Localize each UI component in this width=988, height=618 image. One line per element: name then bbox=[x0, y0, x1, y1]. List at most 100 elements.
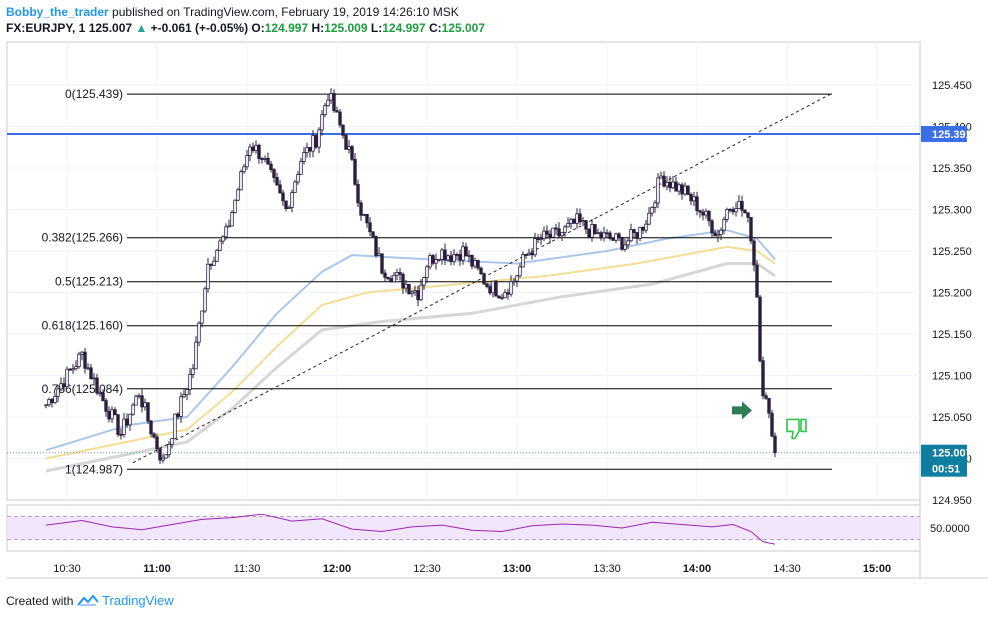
candle bbox=[452, 254, 456, 263]
tradingview-logo-icon bbox=[76, 594, 99, 606]
moving-average-3 bbox=[45, 262, 776, 473]
candle bbox=[290, 192, 294, 208]
candle bbox=[356, 183, 360, 204]
candle bbox=[575, 213, 579, 224]
candle bbox=[608, 232, 612, 239]
rsi-line bbox=[45, 513, 776, 545]
candle bbox=[323, 105, 327, 116]
rsi-tick-label: 50.0000 bbox=[930, 523, 970, 535]
candle bbox=[455, 254, 459, 256]
candle bbox=[257, 144, 261, 159]
candle bbox=[524, 254, 528, 257]
author-link[interactable]: Bobby_the_trader bbox=[6, 5, 109, 19]
candle bbox=[620, 236, 624, 250]
candle bbox=[242, 166, 246, 173]
candle bbox=[350, 146, 354, 160]
candle bbox=[104, 400, 108, 412]
candle bbox=[134, 395, 138, 406]
candle bbox=[404, 283, 408, 289]
candle bbox=[677, 184, 681, 192]
candle bbox=[479, 267, 483, 274]
arrow-right-icon bbox=[732, 401, 752, 420]
candle bbox=[125, 418, 129, 426]
candle bbox=[287, 207, 291, 209]
time-axis-label: 11:30 bbox=[234, 563, 261, 575]
candle bbox=[353, 158, 357, 185]
candle bbox=[191, 368, 195, 375]
candle bbox=[737, 200, 741, 209]
candle bbox=[335, 110, 339, 113]
ohlc-close-label: C: bbox=[428, 21, 442, 35]
ohlc-high-label: H: bbox=[311, 21, 325, 35]
candle bbox=[443, 249, 447, 261]
change-up-icon: ▲ bbox=[135, 21, 148, 35]
candle bbox=[764, 395, 768, 399]
candle bbox=[563, 226, 567, 233]
chart-header-publish: Bobby_the_trader published on TradingVie… bbox=[6, 5, 459, 19]
candle bbox=[212, 260, 216, 266]
candle bbox=[767, 397, 771, 414]
candle bbox=[50, 398, 54, 404]
fib-level-label: 0.618(125.160) bbox=[42, 319, 123, 333]
time-axis-label: 14:30 bbox=[773, 563, 801, 575]
candle bbox=[161, 457, 165, 461]
candle bbox=[401, 273, 405, 289]
candle bbox=[110, 409, 114, 420]
price-axis-label: 125.050 bbox=[932, 412, 972, 424]
candle bbox=[254, 144, 258, 151]
candle bbox=[374, 236, 378, 256]
candle bbox=[53, 395, 57, 404]
time-axis-label: 13:30 bbox=[593, 563, 621, 575]
candle bbox=[722, 219, 726, 231]
candle bbox=[395, 272, 399, 276]
candle bbox=[149, 420, 153, 435]
price-axis-label: 124.950 bbox=[932, 495, 972, 507]
candle bbox=[542, 230, 546, 239]
candle bbox=[368, 222, 372, 233]
candle bbox=[155, 436, 159, 450]
candle bbox=[116, 414, 120, 435]
tradingview-brand[interactable]: TradingView bbox=[102, 593, 174, 608]
candle bbox=[584, 220, 588, 230]
candle bbox=[680, 184, 684, 195]
fib-level-label: 0.5(125.213) bbox=[55, 275, 123, 289]
candle bbox=[407, 283, 411, 295]
candle bbox=[143, 402, 147, 408]
candle bbox=[557, 228, 561, 237]
candle bbox=[743, 209, 747, 214]
candle bbox=[215, 249, 219, 262]
candle bbox=[638, 226, 642, 239]
candle bbox=[692, 196, 696, 202]
candle bbox=[422, 277, 426, 286]
candle bbox=[464, 246, 468, 257]
candle bbox=[413, 290, 417, 293]
candle bbox=[740, 200, 744, 211]
candle bbox=[530, 252, 534, 256]
candle bbox=[602, 232, 606, 239]
countdown-label: 00:51 bbox=[932, 464, 960, 476]
created-with-label: Created with bbox=[6, 594, 74, 608]
candle bbox=[644, 223, 648, 231]
candle bbox=[629, 229, 633, 242]
candle bbox=[698, 210, 702, 213]
candle bbox=[467, 254, 471, 257]
candle bbox=[239, 171, 243, 191]
fib-level-label: 0.786(125.084) bbox=[42, 382, 123, 396]
candle bbox=[80, 351, 84, 355]
candle bbox=[185, 389, 189, 396]
candle bbox=[245, 155, 249, 168]
candle bbox=[728, 208, 732, 211]
candle bbox=[197, 322, 201, 343]
time-axis-label: 13:00 bbox=[503, 563, 531, 575]
candle bbox=[665, 181, 669, 187]
candle bbox=[461, 246, 465, 261]
candle bbox=[221, 236, 225, 242]
candle bbox=[431, 255, 435, 264]
candle bbox=[509, 281, 513, 295]
candle bbox=[179, 396, 183, 417]
candle bbox=[749, 216, 753, 242]
time-axis-label: 12:00 bbox=[323, 563, 351, 575]
candle bbox=[305, 147, 309, 153]
candle bbox=[71, 368, 75, 371]
